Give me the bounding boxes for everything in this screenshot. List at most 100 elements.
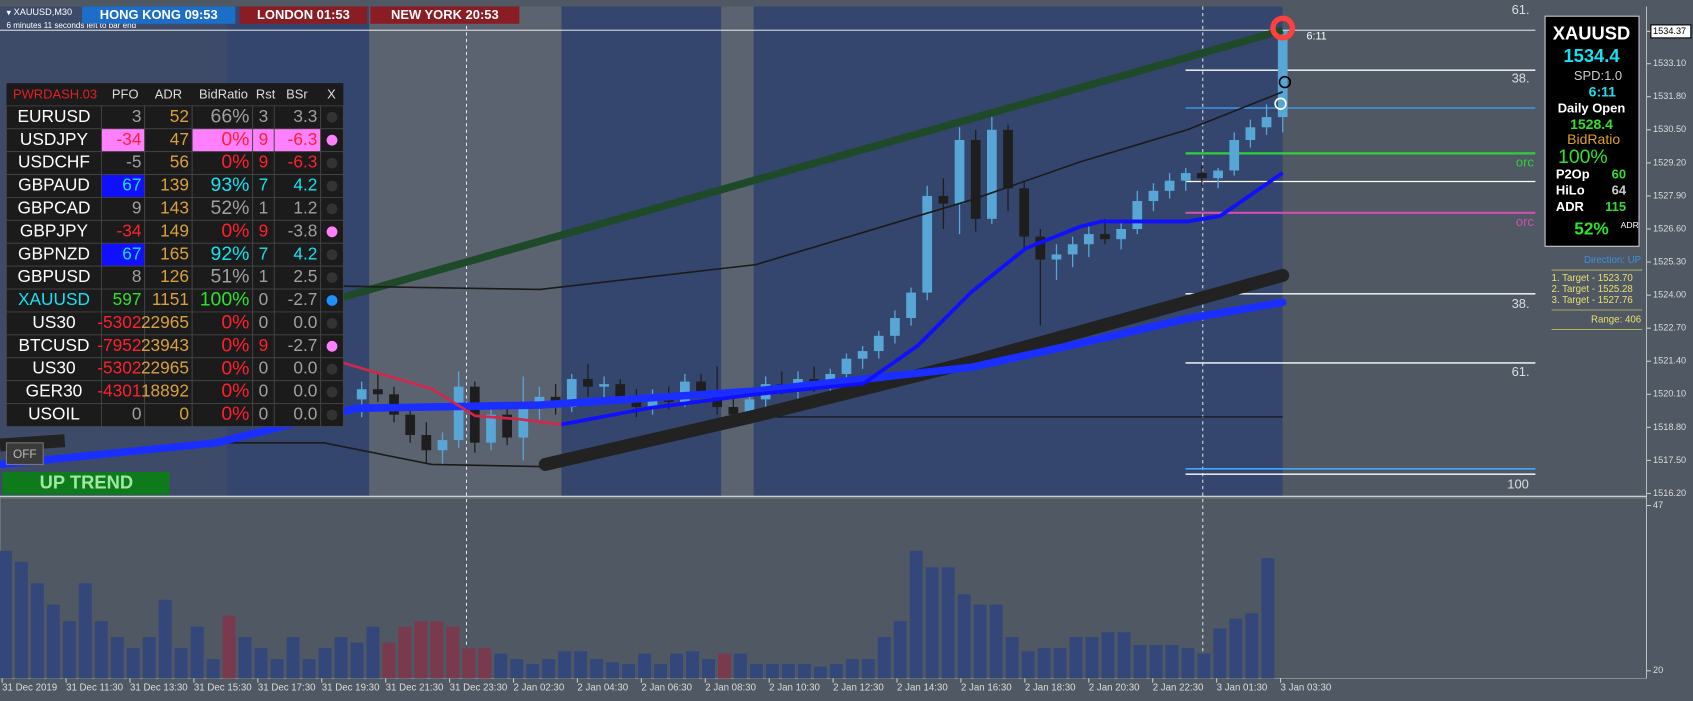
candle-body bbox=[906, 292, 916, 319]
volume-bar bbox=[1245, 613, 1259, 679]
volume-bar bbox=[1165, 645, 1179, 679]
candle-body bbox=[1067, 244, 1078, 255]
bar-timer: 6:11 bbox=[1306, 31, 1326, 43]
cell-text: 0.0 bbox=[293, 381, 317, 401]
candle-body bbox=[1213, 170, 1223, 179]
cell-text: 0% bbox=[221, 128, 249, 150]
price-label: 1534.37 bbox=[1653, 26, 1686, 36]
candle-body bbox=[453, 386, 464, 441]
axes: 1534.37 1533.10 1531.80 1530.50 1529.20 1527.… bbox=[1, 24, 1692, 694]
cell-text: 3.3 bbox=[293, 106, 317, 126]
info-adr-pct: 52% bbox=[1574, 219, 1609, 239]
candle-body bbox=[1277, 30, 1288, 118]
clock-city: HONG KONG bbox=[100, 8, 181, 23]
cell-text: -5 bbox=[126, 152, 141, 172]
status-dot bbox=[326, 272, 338, 283]
candle-body bbox=[356, 389, 367, 400]
candle-body bbox=[437, 440, 448, 451]
fib-label: 61. bbox=[1512, 364, 1530, 379]
cell-text: 0 bbox=[259, 312, 269, 332]
price-label: 1521.40 bbox=[1653, 356, 1686, 366]
cell-text: 0% bbox=[221, 151, 249, 173]
candle-body bbox=[857, 351, 868, 359]
info-adr-label: ADR bbox=[1621, 220, 1639, 230]
cell-text: -2.7 bbox=[288, 335, 318, 355]
candle-body bbox=[970, 139, 981, 219]
dashboard: PWRDASH.03 PFO ADR BidRatio Rst BSr X EURUSD 3 52… bbox=[6, 83, 344, 427]
cell-text: USDCHF bbox=[18, 152, 90, 172]
volume-bar bbox=[1229, 618, 1243, 679]
price-label: 1524.00 bbox=[1653, 290, 1686, 300]
cell-text: -34 bbox=[116, 220, 141, 240]
cell-text: 0 bbox=[179, 404, 189, 424]
session-band bbox=[369, 6, 562, 496]
time-label: 3 Jan 03:30 bbox=[1281, 683, 1332, 694]
volume-bar bbox=[0, 550, 12, 679]
info-bidratio-label: BidRatio bbox=[1567, 131, 1620, 147]
volume-bar bbox=[1037, 648, 1051, 679]
info-price: 1534.4 bbox=[1563, 45, 1620, 66]
volume-bar bbox=[925, 567, 939, 679]
price-label: 1526.60 bbox=[1653, 223, 1686, 233]
cell-text: 7 bbox=[259, 175, 269, 195]
off-button[interactable] bbox=[5, 442, 44, 465]
volume-bar bbox=[1101, 632, 1115, 679]
cell-text: 0 bbox=[259, 289, 269, 309]
cell-text: US30 bbox=[32, 358, 75, 378]
candle-body bbox=[696, 381, 706, 392]
symbol: XAUUSD,M30 bbox=[14, 7, 73, 17]
volume-bar bbox=[190, 626, 204, 679]
candle-body bbox=[502, 414, 512, 438]
status-dot bbox=[326, 226, 338, 238]
volume-bar bbox=[382, 642, 396, 679]
stat-value: 115 bbox=[1605, 199, 1626, 214]
time-label: 2 Jan 22:30 bbox=[1153, 683, 1204, 694]
cell-text: 0% bbox=[221, 334, 249, 356]
moving-average bbox=[0, 298, 1287, 469]
candle-body bbox=[1083, 234, 1094, 245]
volume-bar bbox=[494, 653, 508, 679]
cell-text: -2.7 bbox=[288, 289, 318, 309]
stat-label: HiLo bbox=[1556, 183, 1585, 198]
cell-text: 597 bbox=[113, 289, 142, 309]
volume-bar bbox=[1117, 632, 1131, 679]
off-label[interactable]: OFF bbox=[13, 447, 37, 461]
fib-label: 38. bbox=[1512, 70, 1530, 85]
symbol-label: ▾ XAUUSD,M30 bbox=[6, 7, 72, 17]
volume-bar bbox=[94, 621, 108, 679]
cell-text: -6.3 bbox=[288, 152, 318, 172]
volume-bar bbox=[350, 642, 364, 679]
cell-text: 51% bbox=[211, 266, 250, 288]
target: 3. Target - 1527.76 bbox=[1552, 295, 1633, 306]
column-header: ADR bbox=[155, 86, 182, 101]
volume-bar bbox=[558, 651, 572, 679]
stat-label: ADR bbox=[1556, 199, 1585, 214]
status-dot bbox=[326, 340, 338, 352]
volume-label: 47 bbox=[1653, 500, 1663, 510]
candle-body bbox=[728, 407, 739, 415]
moving-average bbox=[561, 171, 1284, 427]
time-label: 2 Jan 18:30 bbox=[1025, 683, 1076, 694]
volume-bar bbox=[797, 664, 811, 679]
candle-body bbox=[890, 318, 900, 336]
volume-bar bbox=[829, 664, 843, 679]
price-label: 1516.20 bbox=[1653, 488, 1686, 498]
fib-label: 61. bbox=[1512, 2, 1530, 17]
candle-body bbox=[421, 434, 432, 451]
session-band bbox=[753, 6, 1283, 496]
cell-text: 9 bbox=[259, 129, 269, 149]
cell-text: GBPNZD bbox=[18, 243, 90, 263]
volume-bar bbox=[334, 637, 348, 679]
candle-body bbox=[1100, 234, 1110, 240]
volume-bar bbox=[909, 550, 923, 679]
time-label: 31 Dec 21:30 bbox=[386, 683, 444, 694]
volume-bar bbox=[526, 664, 540, 679]
candle-body bbox=[599, 384, 609, 387]
info-daily-open: 1528.4 bbox=[1570, 116, 1613, 132]
candle-body bbox=[922, 195, 933, 293]
session-band bbox=[561, 6, 722, 496]
clock-city: NEW YORK bbox=[391, 8, 463, 23]
cell-text: 2.5 bbox=[293, 266, 317, 286]
cell-text: 3 bbox=[259, 106, 269, 126]
volume-bar bbox=[286, 637, 300, 679]
